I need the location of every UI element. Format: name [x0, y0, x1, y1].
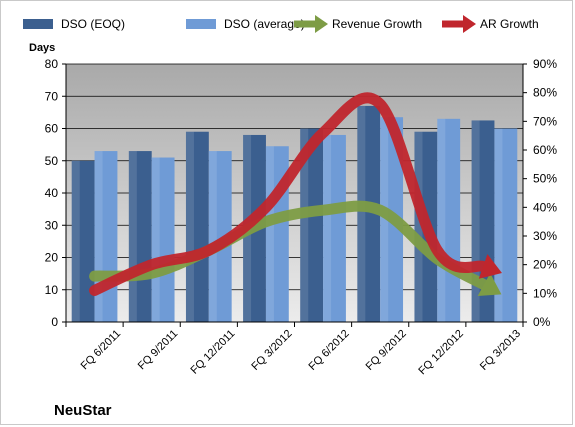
legend-label: DSO (average) [224, 17, 305, 31]
bar-highlight [300, 128, 309, 322]
legend-arrowhead [463, 15, 476, 33]
y-axis-title: Days [29, 42, 55, 54]
bar-highlight [494, 128, 503, 322]
series-line [89, 92, 489, 296]
legend-label: DSO (EOQ) [61, 17, 125, 31]
legend-arrowhead [315, 15, 328, 33]
bar-layer [71, 105, 518, 323]
y-tick-label: 10 [45, 283, 59, 297]
x-tick-label: FQ 6/2011 [79, 328, 124, 373]
legend: DSO (EOQ) DSO (average) Revenue Growth AR G… [23, 15, 539, 33]
bar [300, 128, 324, 322]
x-tick-label: FQ 12/2012 [416, 328, 466, 378]
bar-highlight [151, 157, 160, 322]
bar [357, 105, 381, 322]
y-tick-label: 20 [45, 251, 59, 265]
line-layer [89, 92, 502, 297]
x-tick-label: FQ 12/2011 [189, 328, 238, 377]
series-arrowhead [478, 254, 502, 279]
legend-label: Revenue Growth [332, 17, 422, 31]
y-tick-label: 80 [45, 57, 59, 71]
y2-tick-label: 20% [533, 258, 557, 272]
x-tick-label: FQ 3/2012 [249, 328, 294, 373]
y2-tick-label: 50% [533, 172, 557, 186]
y2-tick-label: 10% [533, 286, 557, 300]
bar [185, 131, 209, 322]
bar-highlight [265, 146, 274, 322]
bar [494, 128, 518, 322]
bar-highlight [71, 160, 80, 322]
y-tick-label: 70 [45, 89, 59, 103]
bar-highlight [414, 131, 423, 322]
bar-highlight [128, 151, 137, 322]
bar [71, 160, 95, 322]
y2-tick-label: 30% [533, 229, 557, 243]
legend-label: AR Growth [480, 17, 539, 31]
bar-highlight [380, 117, 389, 323]
company-label: NeuStar [54, 402, 112, 419]
y2-tick-label: 60% [533, 143, 557, 157]
y2-tick-label: 80% [533, 86, 557, 100]
x-tick-label: FQ 9/2011 [136, 328, 181, 373]
bar [208, 151, 232, 322]
bar-highlight [208, 151, 217, 322]
bar-highlight [437, 118, 446, 322]
y2-tick-label: 0% [533, 315, 551, 329]
y2-tick-label: 90% [533, 57, 557, 71]
bar-highlight [471, 120, 480, 322]
y-tick-label: 60 [45, 122, 59, 136]
y2-tick-label: 40% [533, 200, 557, 214]
y-tick-label: 50 [45, 154, 59, 168]
x-tick-label: FQ 3/2013 [478, 328, 523, 373]
y2-tick-label: 70% [533, 114, 557, 128]
legend-swatch [186, 19, 216, 29]
legend-swatch [23, 19, 53, 29]
y-tick-label: 30 [45, 218, 59, 232]
x-tick-label: FQ 6/2012 [307, 328, 352, 373]
bar-highlight [323, 134, 332, 322]
bar-highlight [94, 151, 103, 322]
series-line [89, 200, 490, 291]
series-arrowhead [477, 273, 502, 297]
y-tick-label: 40 [45, 186, 59, 200]
bar [151, 157, 175, 322]
bar-highlight [357, 105, 366, 322]
x-tick-label: FQ 9/2012 [364, 328, 409, 373]
y-tick-label: 0 [51, 315, 58, 329]
bar [323, 134, 346, 322]
bar-highlight [185, 131, 194, 322]
